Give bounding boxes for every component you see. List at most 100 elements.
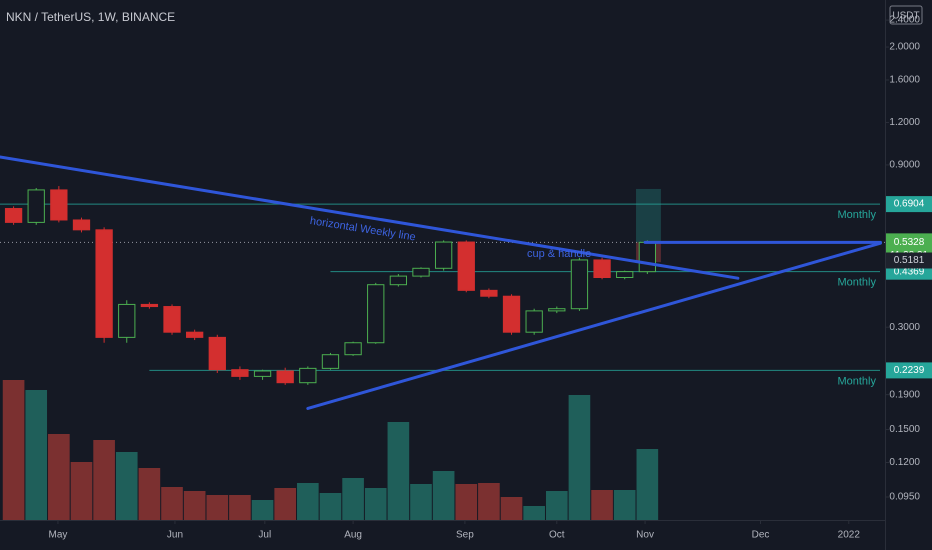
y-tick-label: 0.0950: [889, 492, 920, 503]
candle-body: [163, 306, 181, 333]
level-text: Monthly: [837, 209, 876, 221]
x-tick-label: Nov: [636, 530, 654, 541]
x-tick-label: May: [48, 530, 67, 541]
level-text: Monthly: [837, 375, 876, 387]
candle-body: [502, 295, 521, 333]
candle-body: [95, 229, 113, 338]
candle-body: [50, 189, 68, 221]
volume-bar: [636, 449, 659, 520]
volume-bar: [297, 483, 319, 520]
x-tick-label: Dec: [752, 530, 770, 541]
candle-body: [344, 342, 362, 356]
candle-body: [570, 259, 589, 310]
volume-bar: [455, 484, 478, 520]
last-price-label: 0.5328: [894, 237, 925, 248]
volume-bar: [251, 500, 274, 520]
y-tick-label: 0.1900: [889, 389, 920, 400]
candle-body: [4, 208, 23, 223]
trendline: [306, 241, 882, 410]
candle-body: [72, 219, 91, 231]
candle-body: [412, 267, 430, 277]
candle-body: [321, 354, 340, 369]
candle-body: [276, 370, 294, 384]
y-tick-label: 2.0000: [889, 42, 920, 53]
y-tick-label: 1.6000: [889, 75, 920, 86]
volume-bar: [2, 380, 25, 520]
x-tick-label: Jul: [258, 530, 271, 541]
volume-bar: [206, 495, 229, 520]
y-tick-label: 0.9000: [889, 160, 920, 171]
volume-bar: [364, 488, 387, 520]
volume-bar: [319, 493, 342, 520]
volume-bar: [432, 471, 455, 520]
candle-body: [389, 275, 408, 286]
y-tick-label: 1.2000: [889, 117, 920, 128]
level-text: Monthly: [837, 277, 876, 289]
volume-bar: [48, 434, 70, 520]
volume-bar: [342, 478, 364, 520]
candle-body: [525, 310, 543, 333]
volume-bar: [500, 497, 523, 520]
candle-body: [434, 241, 453, 269]
level-price-label: 0.2239: [894, 365, 925, 376]
candle-body: [299, 367, 317, 384]
volume-layer: [2, 380, 659, 520]
position-target: [636, 188, 661, 243]
level-price-box: [886, 362, 932, 379]
y-tick-label: 0.1200: [889, 457, 920, 468]
volume-bar: [183, 491, 206, 520]
candle-body: [616, 271, 634, 278]
volume-bar: [93, 440, 115, 520]
x-tick-label: Oct: [549, 530, 565, 541]
level-price-label: 0.6904: [894, 199, 925, 210]
volume-bar: [613, 490, 636, 520]
level-price-label: 0.4369: [894, 266, 925, 277]
x-tick-label: Sep: [456, 530, 474, 541]
volume-bar: [161, 487, 183, 520]
candle-body: [253, 370, 272, 377]
candle-body: [118, 303, 136, 338]
chart-title: NKN / TetherUS, 1W, BINANCE: [6, 10, 175, 24]
candle-body: [480, 289, 498, 297]
candle-body: [140, 303, 159, 308]
volume-bar: [138, 468, 161, 520]
volume-bar: [387, 422, 410, 520]
overlay-layer: Monthly Monthly Monthly: [0, 188, 885, 387]
volume-bar: [523, 506, 545, 520]
open-price-box: [886, 252, 932, 269]
axis-layer: 2.4000 2.0000 1.6000 1.2000 0.9000 0.3000 0.19…: [48, 15, 932, 541]
currency-label[interactable]: USDT: [892, 11, 919, 22]
candle-body: [186, 331, 204, 338]
x-tick-label: Aug: [344, 530, 362, 541]
candle-body: [208, 336, 226, 371]
x-tick-label: Jun: [167, 530, 183, 541]
y-tick-label: 0.1500: [889, 424, 920, 435]
volume-bar: [591, 490, 613, 520]
candle-layer: [4, 186, 656, 385]
currency-box[interactable]: [889, 5, 923, 25]
y-tick-label: 0.3000: [889, 322, 920, 333]
volume-bar: [410, 484, 432, 520]
volume-bar: [568, 395, 591, 520]
volume-bar: [70, 462, 93, 520]
x-tick-label: 2022: [838, 530, 861, 541]
candle-body: [231, 369, 249, 377]
annotation: cup & handle: [527, 248, 591, 260]
trendline: [0, 155, 740, 280]
candle-body: [638, 241, 656, 273]
candle-body: [367, 284, 385, 344]
open-price-label: 0.5181: [894, 255, 925, 266]
candle-body: [593, 259, 611, 278]
level-price-box: [886, 196, 932, 213]
candle-body: [27, 189, 45, 223]
volume-bar: [115, 452, 138, 520]
volume-bar: [229, 495, 251, 520]
volume-bar: [274, 488, 297, 520]
volume-bar: [25, 390, 48, 520]
candle-body: [548, 308, 566, 312]
y-tick-label: 2.4000: [889, 15, 920, 26]
volume-bar: [545, 491, 568, 520]
volume-bar: [478, 483, 500, 520]
